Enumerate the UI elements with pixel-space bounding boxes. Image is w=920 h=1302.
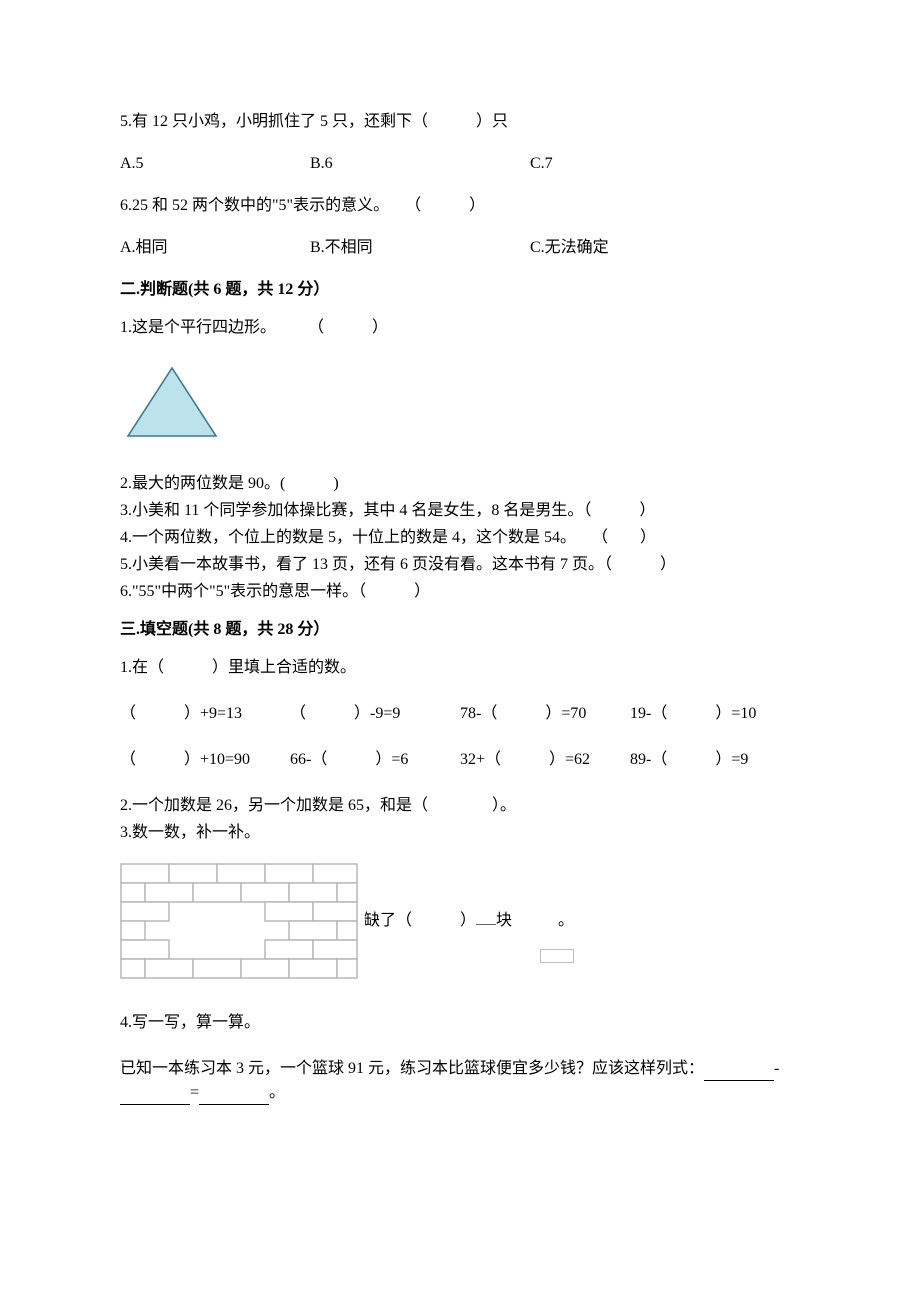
q4-eq: =	[190, 1084, 199, 1101]
question-5-options: A.5 B.6 C.7	[120, 152, 800, 176]
section-2-header: 二.判断题(共 6 题，共 12 分）	[120, 278, 800, 302]
triangle-figure	[124, 364, 800, 448]
question-6-options: A.相同 B.不相同 C.无法确定	[120, 236, 800, 260]
s3-q1-r2c2: 66-（ ）=6	[290, 748, 460, 772]
question-6-text: 6.25 和 52 两个数中的"5"表示的意义。 （ ）	[120, 194, 800, 218]
q4-blank-3	[199, 1086, 269, 1105]
s3-q1-r2c3: 32+（ ）=62	[460, 748, 630, 772]
q6-option-c: C.无法确定	[530, 236, 800, 260]
s3-q2: 2.一个加数是 26，另一个加数是 65，和是（ ）。	[120, 794, 800, 818]
wall-suffix-end: 。	[558, 912, 574, 929]
wall-underline	[476, 909, 496, 925]
s3-q1-intro: 1.在（ ）里填上合适的数。	[120, 656, 800, 680]
s3-q1-row2: （ ）+10=90 66-（ ）=6 32+（ ）=62 89-（ ）=9	[120, 748, 800, 772]
s3-q3: 3.数一数，补一补。	[120, 821, 800, 845]
s3-q1-r2c1: （ ）+10=90	[120, 748, 290, 772]
q5-option-b: B.6	[310, 152, 530, 176]
q4-minus: -	[774, 1060, 779, 1077]
s2-q5: 5.小美看一本故事书，看了 13 页，还有 6 页没有看。这本书有 7 页。（ …	[120, 553, 800, 577]
s3-q1-row1: （ ）+9=13 （ ）-9=9 78-（ ）=70 19-（ ）=10	[120, 702, 800, 726]
wall-suffix-pre: 缺了（ ）	[364, 912, 476, 929]
triangle-icon	[124, 364, 220, 440]
q4-blank-2	[120, 1086, 190, 1105]
wall-suffix-mid: 块	[496, 912, 512, 929]
s2-q3: 3.小美和 11 个同学参加体操比赛，其中 4 名是女生，8 名是男生。（ ）	[120, 499, 800, 523]
question-5-text: 5.有 12 只小鸡，小明抓住了 5 只，还剩下（ ）只	[120, 110, 800, 134]
brick-wall-row: 缺了（ ） 块 。	[120, 863, 800, 979]
q4-end: 。	[269, 1084, 285, 1101]
s3-q4-intro: 4.写一写，算一算。	[120, 1011, 800, 1035]
q5-option-a: A.5	[120, 152, 310, 176]
s2-q6: 6."55"中两个"5"表示的意思一样。（ ）	[120, 580, 800, 604]
q4-body-pre: 已知一本练习本 3 元，一个篮球 91 元，练习本比篮球便宜多少钱？应该这样列式…	[120, 1060, 704, 1077]
s2-q4: 4.一个两位数，个位上的数是 5，十位上的数是 4，这个数是 54。 （ ）	[120, 526, 800, 550]
s3-q1-r1c3: 78-（ ）=70	[460, 702, 630, 726]
s3-q4-body: 已知一本练习本 3 元，一个篮球 91 元，练习本比篮球便宜多少钱？应该这样列式…	[120, 1057, 800, 1105]
s3-q1-r1c1: （ ）+9=13	[120, 702, 290, 726]
q4-blank-1	[704, 1062, 774, 1081]
s3-q1-r2c4: 89-（ ）=9	[630, 748, 800, 772]
s2-q1: 1.这是个平行四边形。 （ ）	[120, 316, 800, 340]
s3-q1-r1c2: （ ）-9=9	[290, 702, 460, 726]
section-3-header: 三.填空题(共 8 题，共 28 分）	[120, 618, 800, 642]
small-rect-icon	[540, 949, 574, 963]
q6-option-a: A.相同	[120, 236, 310, 260]
wall-suffix-text: 缺了（ ） 块 。	[364, 909, 574, 963]
s2-q2: 2.最大的两位数是 90。( )	[120, 472, 800, 496]
s3-q1-r1c4: 19-（ ）=10	[630, 702, 800, 726]
q5-option-c: C.7	[530, 152, 800, 176]
q6-option-b: B.不相同	[310, 236, 530, 260]
brick-wall-figure	[120, 863, 358, 979]
